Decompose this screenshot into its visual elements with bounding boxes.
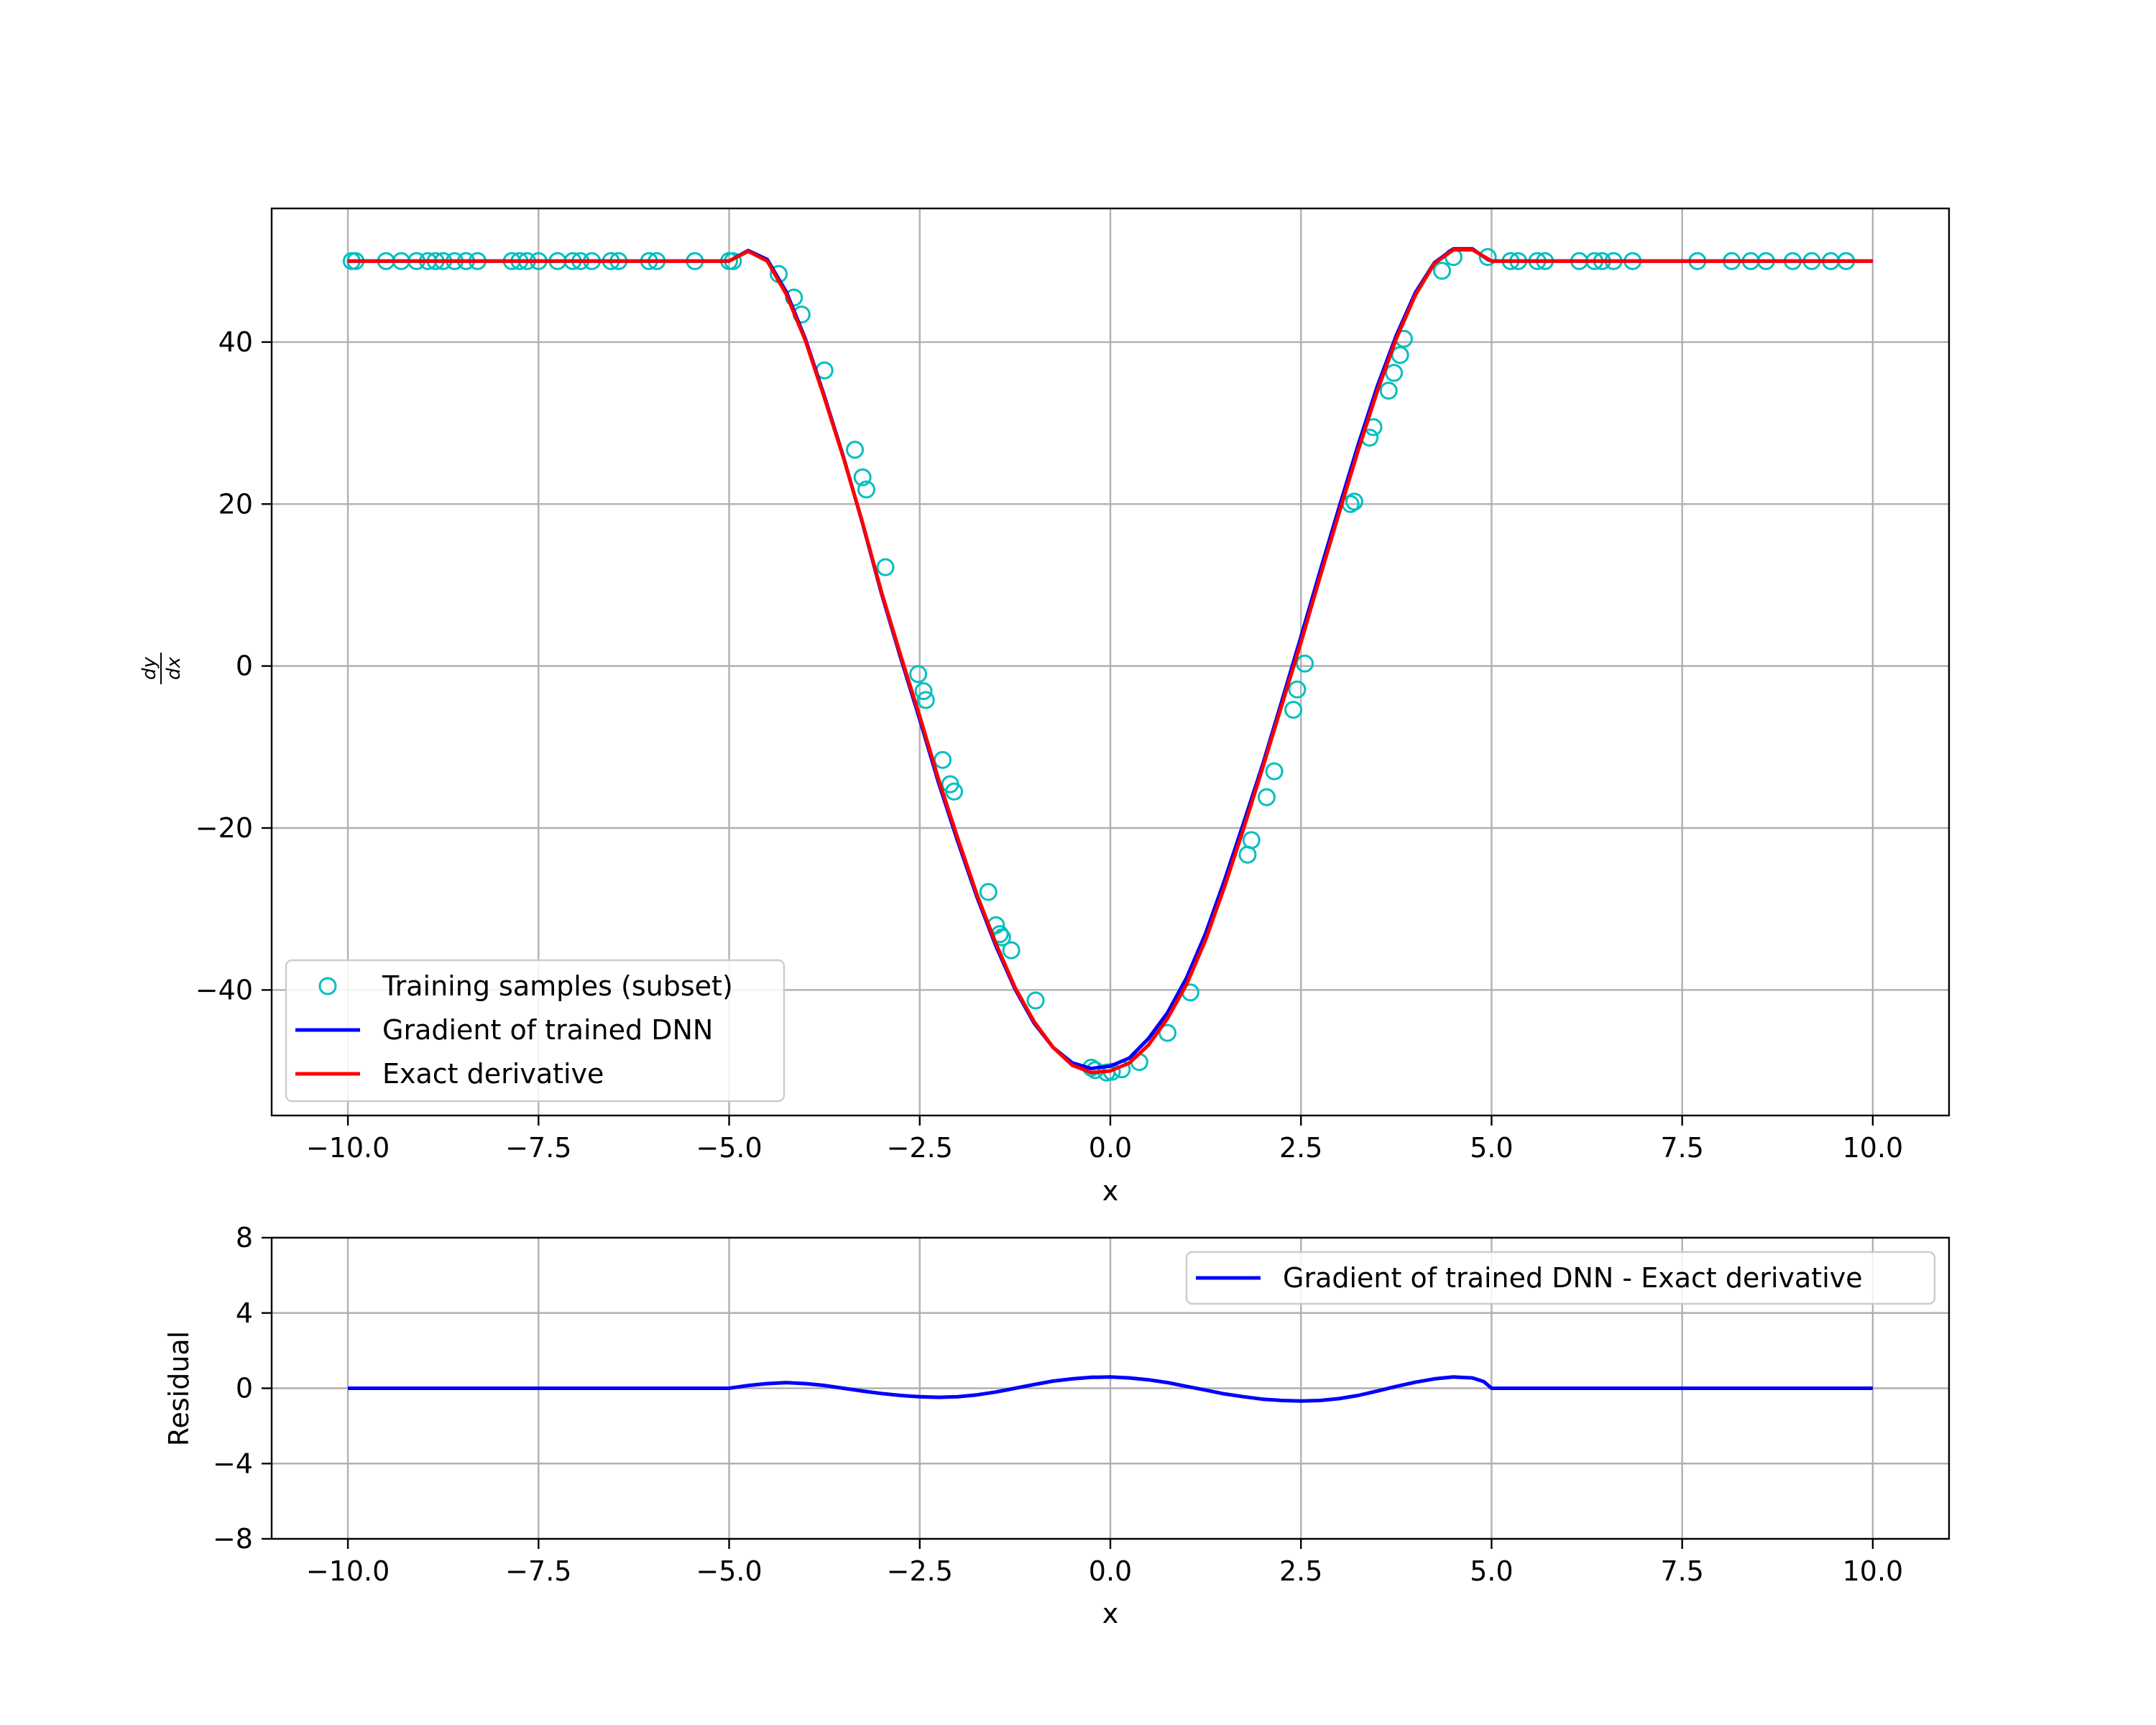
main-y-tick-label: −40 (195, 974, 253, 1006)
residual-y-axis-label: Residual (163, 1331, 195, 1446)
residual-y-tick-label: 8 (236, 1222, 253, 1254)
residual-x-tick-label: −10.0 (306, 1555, 390, 1587)
derivative-plot: −10.0 −7.5 −5.0 −2.5 0.0 2.5 5.0 7.5 10.0 −40 −20 0… (139, 207, 1950, 1207)
training-sample-point (934, 750, 952, 769)
training-sample-point (1026, 991, 1045, 1010)
main-y-tick-label: 40 (218, 326, 253, 358)
training-sample-point (1284, 700, 1303, 719)
main-y-tick-label: −20 (195, 812, 253, 844)
y-label-numerator: dy (139, 656, 160, 680)
main-x-tick-label: 10.0 (1843, 1132, 1904, 1164)
training-sample-point (1002, 941, 1021, 960)
residual-y-tick-label: −8 (213, 1523, 253, 1555)
residual-line (348, 1375, 1873, 1403)
legend-label-residual: Gradient of trained DNN - Exact derivati… (1283, 1262, 1863, 1294)
training-sample-point (916, 691, 935, 709)
training-sample-point (846, 441, 865, 459)
residual-x-tick-label: 7.5 (1660, 1555, 1703, 1587)
residual-x-tick-label: 0.0 (1089, 1555, 1132, 1587)
training-sample-point (1242, 831, 1261, 850)
residual-legend: Gradient of trained DNN - Exact derivati… (1185, 1251, 1936, 1305)
residual-x-tick-label: 2.5 (1279, 1555, 1322, 1587)
residual-plot: −10.0 −7.5 −5.0 −2.5 0.0 2.5 5.0 7.5 10.0 −8 −4 0 4 8… (163, 1222, 1950, 1629)
legend-label-dnn: Gradient of trained DNN (382, 1014, 713, 1046)
training-sample-point (857, 480, 876, 499)
main-x-tick-label: −7.5 (505, 1132, 571, 1164)
main-legend: Training samples (subset) Gradient of tr… (285, 959, 786, 1103)
main-y-tick-label: 20 (218, 488, 253, 520)
training-sample-point (1379, 382, 1398, 400)
residual-x-tick-label: −7.5 (505, 1555, 571, 1587)
training-sample-point (876, 558, 895, 576)
main-series (342, 247, 1873, 1082)
legend-marker-samples (318, 977, 337, 995)
legend-label-samples: Training samples (subset) (382, 970, 733, 1002)
residual-y-tick-label: 0 (236, 1373, 253, 1404)
residual-legend-box (1185, 1251, 1936, 1305)
main-x-tick-label: −5.0 (696, 1132, 762, 1164)
residual-x-axis-label: x (1102, 1598, 1119, 1629)
main-x-tick-label: 0.0 (1089, 1132, 1132, 1164)
residual-x-tick-label: 10.0 (1843, 1555, 1904, 1587)
main-x-axis-label: x (1102, 1175, 1119, 1207)
residual-y-tick-label: 4 (236, 1297, 253, 1329)
residual-series (348, 1375, 1873, 1403)
training-sample-point (1265, 762, 1284, 781)
main-grid (272, 208, 1949, 1116)
main-legend-box (285, 959, 786, 1103)
main-x-tick-label: 7.5 (1660, 1132, 1703, 1164)
training-sample-point (1432, 262, 1451, 280)
residual-x-tick-label: 5.0 (1470, 1555, 1513, 1587)
training-sample-point (1288, 680, 1307, 699)
main-x-tick-label: 2.5 (1279, 1132, 1322, 1164)
main-y-tick-label: 0 (236, 650, 253, 682)
residual-y-tick-label: −4 (213, 1448, 253, 1479)
training-sample-point (914, 682, 933, 701)
training-sample-point (1385, 364, 1404, 382)
main-x-tick-label: −2.5 (887, 1132, 953, 1164)
residual-x-tick-label: −2.5 (887, 1555, 953, 1587)
y-label-denominator: dx (163, 656, 185, 680)
exact-derivative-line (348, 248, 1873, 1075)
training-sample-point (1345, 492, 1363, 511)
main-y-axis-label: dy dx (139, 653, 185, 684)
training-sample-point (1257, 788, 1276, 806)
training-sample-point (1158, 1024, 1177, 1042)
legend-label-exact: Exact derivative (382, 1058, 604, 1090)
residual-ticks: −10.0 −7.5 −5.0 −2.5 0.0 2.5 5.0 7.5 10.0 −8 −4 0 4 8 (213, 1222, 1903, 1587)
main-x-tick-label: −10.0 (306, 1132, 390, 1164)
training-sample-point (909, 665, 928, 684)
residual-x-tick-label: −5.0 (696, 1555, 762, 1587)
training-sample-point (1296, 654, 1314, 673)
main-x-tick-label: 5.0 (1470, 1132, 1513, 1164)
training-sample-point (979, 883, 998, 901)
training-sample-point (1478, 248, 1497, 267)
training-sample-point (853, 468, 872, 487)
main-ticks: −10.0 −7.5 −5.0 −2.5 0.0 2.5 5.0 7.5 10.0 −40 −20 0… (195, 326, 1903, 1164)
training-sample-point (945, 782, 964, 801)
